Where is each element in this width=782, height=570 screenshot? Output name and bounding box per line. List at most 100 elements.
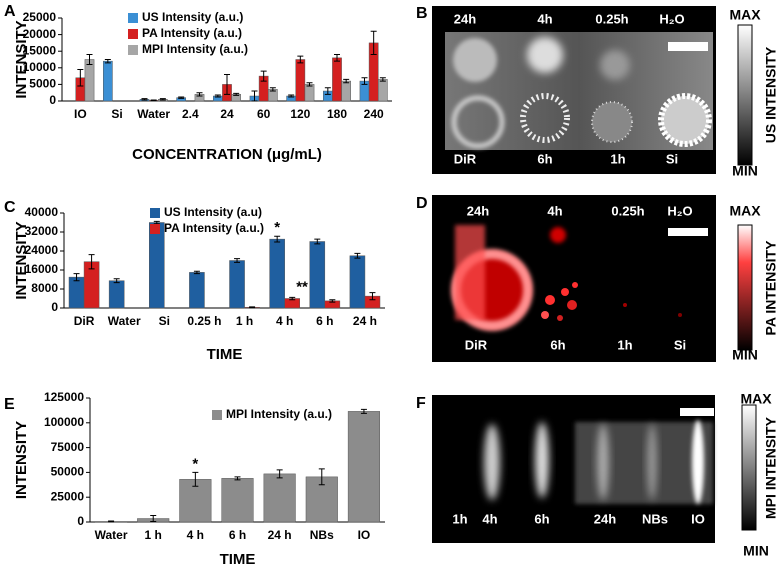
image-label: H₂O xyxy=(667,203,692,218)
colorbar-min: MIN xyxy=(732,347,758,363)
panel-letter: A xyxy=(4,3,16,20)
pa-image xyxy=(432,195,753,362)
error-bar xyxy=(276,469,283,479)
legend-swatch xyxy=(128,13,138,23)
y-tick-label: 125000 xyxy=(44,390,84,404)
error-bar xyxy=(297,55,304,64)
bar xyxy=(309,241,326,309)
error-bar xyxy=(150,99,157,102)
image-label: Si xyxy=(666,151,678,166)
x-tick-label: 2.4 xyxy=(182,107,199,121)
error-bar xyxy=(329,299,336,303)
x-tick-label: DiR xyxy=(74,314,95,328)
legend-label: US Intensity (a.u.) xyxy=(142,10,243,24)
error-bar xyxy=(324,87,331,95)
x-tick-label: 6 h xyxy=(229,528,246,542)
error-bar xyxy=(113,278,120,284)
error-bar xyxy=(224,73,230,95)
y-tick-label: 8000 xyxy=(31,281,58,295)
error-bar xyxy=(314,238,321,245)
x-axis-label: CONCENTRATION (μg/mL) xyxy=(132,146,322,163)
error-bar xyxy=(318,468,325,486)
error-bar xyxy=(369,292,376,301)
legend-swatch xyxy=(128,29,138,39)
legend-label: PA Intensity (a.u.) xyxy=(142,26,242,40)
image-label: 4h xyxy=(547,203,562,218)
image-label: DiR xyxy=(454,151,477,166)
x-tick-label: 0.25 h xyxy=(187,314,221,328)
x-tick-label: Si xyxy=(159,314,170,328)
x-tick-label: Water xyxy=(95,528,128,542)
image-label: 24h xyxy=(467,203,489,218)
panel-letter: B xyxy=(416,5,428,22)
error-bar xyxy=(192,471,199,487)
bar xyxy=(341,80,352,102)
colorbar-min: MIN xyxy=(732,163,758,179)
bar xyxy=(68,276,85,309)
bar xyxy=(347,411,380,523)
us-image xyxy=(432,6,753,174)
image-label: Si xyxy=(674,337,686,352)
y-tick-label: 75000 xyxy=(51,440,85,454)
y-tick-label: 100000 xyxy=(44,415,84,429)
panel-letter: C xyxy=(4,199,16,216)
y-tick-label: 10000 xyxy=(23,60,57,74)
image-label: 6h xyxy=(550,337,565,352)
y-tick-label: 0 xyxy=(49,93,56,107)
image-label: 6h xyxy=(537,151,552,166)
bar xyxy=(229,260,245,309)
error-bar xyxy=(150,515,157,523)
colorbar-label: US INTENSITY xyxy=(763,46,779,143)
error-bar xyxy=(288,94,295,98)
legend-label: MPI Intensity (a.u.) xyxy=(142,42,248,56)
y-tick-label: 15000 xyxy=(23,43,57,57)
image-label: 0.25h xyxy=(595,11,628,26)
image-label: 1h xyxy=(452,511,467,526)
legend-label: PA Intensity (a.u.) xyxy=(164,221,264,235)
x-tick-label: 120 xyxy=(290,107,310,121)
x-tick-label: 6 h xyxy=(316,314,333,328)
x-tick-label: 24 h xyxy=(353,314,377,328)
image-label: NBs xyxy=(642,511,668,526)
panel-letter: E xyxy=(4,396,15,413)
legend-swatch xyxy=(128,45,138,55)
y-axis-label: INTENSITY xyxy=(13,421,30,499)
error-bar xyxy=(274,235,281,243)
bar xyxy=(103,60,113,102)
y-tick-label: 25000 xyxy=(23,10,57,24)
x-tick-label: 180 xyxy=(327,107,347,121)
image-label: IO xyxy=(691,511,705,526)
x-tick-label: 1 h xyxy=(145,528,162,542)
x-tick-label: Water xyxy=(108,314,141,328)
image-label: DiR xyxy=(465,337,488,352)
error-bar xyxy=(159,98,166,101)
x-tick-label: 4 h xyxy=(187,528,204,542)
bar xyxy=(304,84,315,102)
legend-label: MPI Intensity (a.u.) xyxy=(226,407,332,421)
legend-swatch xyxy=(150,208,160,218)
bar xyxy=(295,59,306,102)
y-tick-label: 24000 xyxy=(25,243,59,257)
image-label: 4h xyxy=(482,511,497,526)
image-label: 6h xyxy=(534,511,549,526)
image-label: 1h xyxy=(617,337,632,352)
y-tick-label: 25000 xyxy=(51,489,85,503)
x-tick-label: Si xyxy=(111,107,122,121)
y-tick-label: 50000 xyxy=(51,465,85,479)
colorbar-max: MAX xyxy=(729,7,761,23)
error-bar xyxy=(193,270,200,275)
bar xyxy=(84,59,95,102)
error-bar xyxy=(306,82,313,87)
colorbar-max: MAX xyxy=(729,203,761,219)
bar xyxy=(221,478,254,523)
image-label: H₂O xyxy=(659,11,684,26)
error-bar xyxy=(73,273,80,282)
image-label: 0.25h xyxy=(611,203,644,218)
x-tick-label: 4 h xyxy=(276,314,293,328)
error-bar xyxy=(77,68,84,87)
legend-swatch xyxy=(150,224,160,234)
y-tick-label: 20000 xyxy=(23,27,57,41)
error-bar xyxy=(104,59,111,64)
error-bar xyxy=(260,70,267,82)
error-bar xyxy=(141,98,148,101)
